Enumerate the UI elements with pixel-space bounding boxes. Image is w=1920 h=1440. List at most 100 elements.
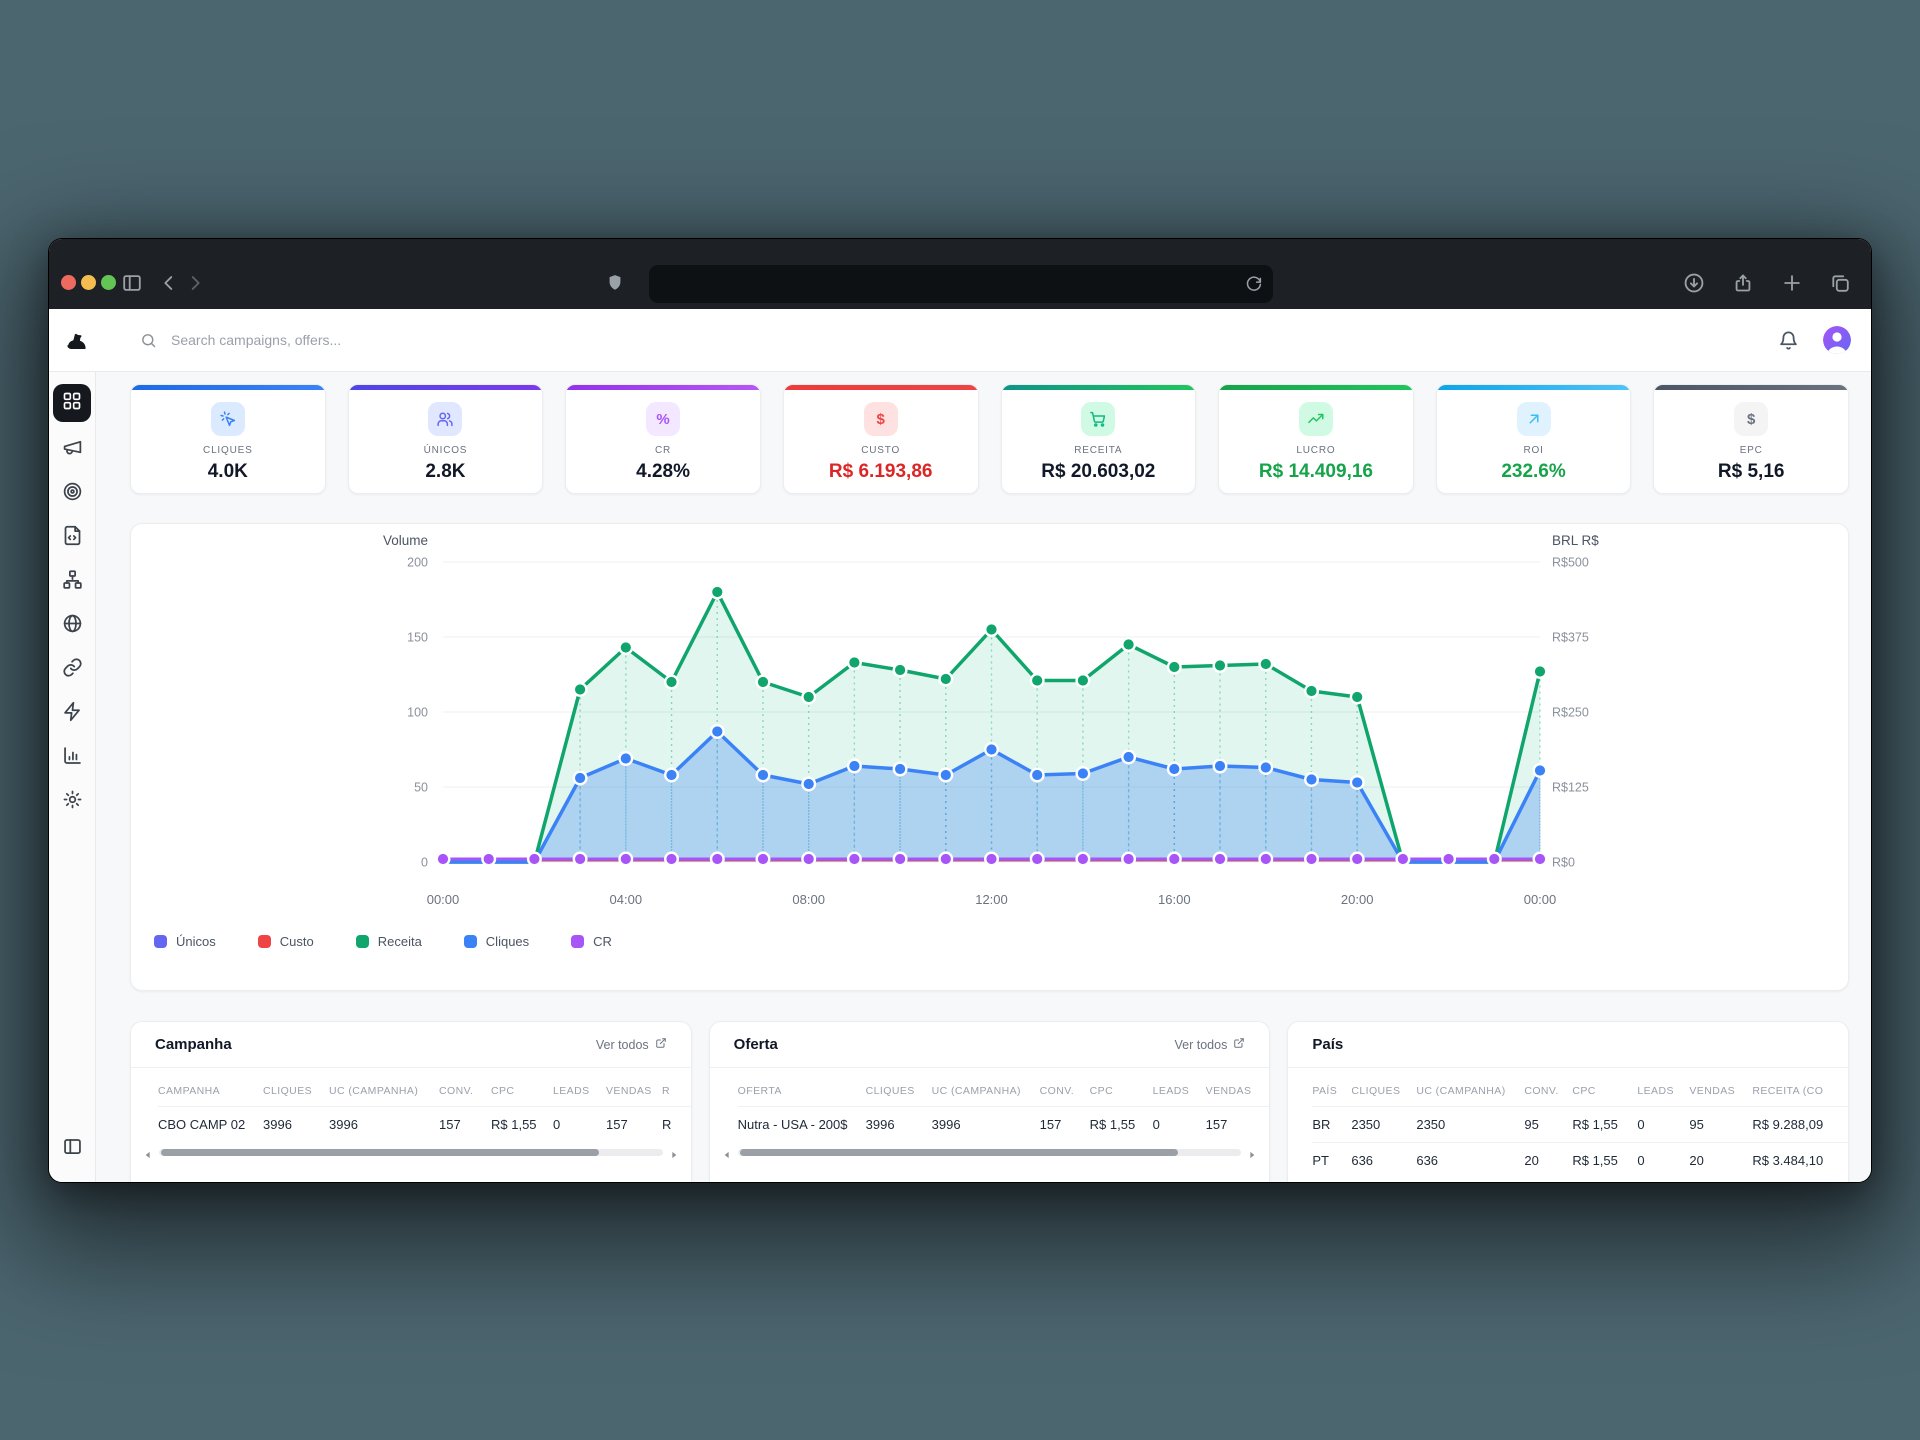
metric-card-cliques[interactable]: CLIQUES 4.0K <box>130 384 326 494</box>
metric-card-cr[interactable]: % CR 4.28% <box>565 384 761 494</box>
column-header[interactable]: LEADS <box>1152 1085 1190 1097</box>
link-icon <box>62 657 83 683</box>
column-header[interactable]: OFERTA <box>737 1085 782 1097</box>
global-search[interactable] <box>140 331 493 349</box>
scroll-right-icon[interactable] <box>1247 1147 1257 1159</box>
nav-integrations[interactable] <box>50 692 94 736</box>
column-header[interactable]: CPC <box>491 1085 515 1097</box>
column-header[interactable]: CONV. <box>439 1085 474 1097</box>
metric-card-receita[interactable]: RECEITA R$ 20.603,02 <box>1000 384 1197 494</box>
cart-icon <box>1081 402 1116 436</box>
scrollbar-thumb[interactable] <box>739 1148 1178 1156</box>
user-avatar[interactable] <box>1823 326 1851 354</box>
arrow-up-right-icon <box>1516 402 1551 436</box>
tab-overview-icon[interactable] <box>1829 272 1851 294</box>
table-cell: 95 <box>1689 1106 1753 1143</box>
column-header[interactable]: CONV. <box>1524 1085 1559 1097</box>
table-row[interactable]: BR 2350 2350 95 R$ 1,55 0 95 R$ 9.288,09 <box>1312 1106 1849 1143</box>
scroll-left-icon[interactable] <box>722 1147 732 1159</box>
legend-item-receita[interactable]: Receita <box>355 934 422 949</box>
chart-legend: Únicos Custo Receita Cliques CR <box>131 934 1848 949</box>
column-header[interactable]: CPC <box>1572 1085 1596 1097</box>
url-input[interactable] <box>649 265 1273 303</box>
nav-flows[interactable] <box>50 560 94 604</box>
column-header[interactable]: CLIQUES <box>865 1085 915 1097</box>
notifications-bell-icon[interactable] <box>1778 330 1799 351</box>
column-header[interactable]: RECEITA (CO <box>1752 1085 1824 1097</box>
share-icon[interactable] <box>1732 272 1754 294</box>
column-header[interactable]: LEADS <box>553 1085 590 1097</box>
nav-links[interactable] <box>50 648 94 692</box>
table-cell: BR <box>1312 1106 1352 1143</box>
nav-domains[interactable] <box>50 604 94 648</box>
nav-dashboard[interactable] <box>53 384 91 422</box>
column-header[interactable]: CAMPANHA <box>158 1085 221 1097</box>
column-header[interactable]: UC (CAMPANHA) <box>329 1085 419 1097</box>
column-header[interactable]: CONV. <box>1039 1085 1075 1097</box>
column-header[interactable]: VENDAS <box>606 1085 652 1097</box>
metric-value: R$ 5,16 <box>1717 461 1785 482</box>
sidebar-toggle-icon[interactable] <box>121 272 143 294</box>
ver-todos-link[interactable]: Ver todos <box>1175 1037 1246 1052</box>
card-accent-bar <box>1001 385 1196 390</box>
svg-text:BRL R$: BRL R$ <box>1552 533 1599 548</box>
nav-campaigns[interactable] <box>50 428 94 472</box>
legend-item-custo[interactable]: Custo <box>257 934 314 949</box>
target-icon <box>62 481 83 507</box>
collapse-sidebar[interactable] <box>50 1124 94 1168</box>
column-header[interactable]: VENDAS <box>1205 1085 1252 1097</box>
table-cell: 2350 <box>1351 1106 1417 1143</box>
minimize-button[interactable] <box>81 275 96 290</box>
new-tab-icon[interactable] <box>1781 272 1803 294</box>
nav-settings[interactable] <box>50 780 94 824</box>
table-row[interactable]: CBO CAMP 02 3996 3996 157 R$ 1,55 0 157 R <box>158 1106 691 1142</box>
table-cell: 3996 <box>865 1106 932 1142</box>
reload-icon[interactable] <box>1245 275 1263 293</box>
forward-button[interactable] <box>184 272 206 294</box>
column-header[interactable]: LEADS <box>1637 1085 1674 1097</box>
metric-card-lucro[interactable]: LUCRO R$ 14.409,16 <box>1218 384 1414 494</box>
table-row[interactable]: PT 636 636 20 R$ 1,55 0 20 R$ 3.484,10 <box>1312 1142 1849 1178</box>
back-button[interactable] <box>158 272 180 294</box>
table-row[interactable]: Nutra - USA - 200$ 3996 3996 157 R$ 1,55 0 157 <box>737 1106 1270 1142</box>
column-header[interactable]: UC (CAMPANHA) <box>931 1085 1021 1097</box>
legend-item-únicos[interactable]: Únicos <box>154 934 216 949</box>
table-title: Campanha <box>155 1036 232 1053</box>
legend-item-cr[interactable]: CR <box>571 934 612 949</box>
ver-todos-link[interactable]: Ver todos <box>596 1037 667 1052</box>
scrollbar-track[interactable] <box>159 1148 663 1156</box>
column-header[interactable]: UC (CAMPANHA) <box>1416 1085 1506 1097</box>
download-icon[interactable] <box>1683 272 1705 294</box>
zoom-button[interactable] <box>101 275 116 290</box>
close-button[interactable] <box>61 275 76 290</box>
svg-text:R$375: R$375 <box>1552 631 1589 645</box>
scrollbar-track[interactable] <box>737 1148 1242 1156</box>
scroll-right-icon[interactable] <box>669 1147 679 1159</box>
metric-card-custo[interactable]: $ CUSTO R$ 6.193,86 <box>782 384 979 494</box>
scrollbar-thumb[interactable] <box>161 1148 600 1156</box>
metric-card-roi[interactable]: ROI 232.6% <box>1435 384 1632 494</box>
column-header[interactable]: VENDAS <box>1689 1085 1736 1097</box>
legend-item-cliques[interactable]: Cliques <box>463 934 529 949</box>
metric-card-únicos[interactable]: ÚNICOS 2.8K <box>347 384 544 494</box>
browser-titlebar <box>49 239 1871 309</box>
url-bar[interactable] <box>649 265 1273 303</box>
legend-swatch <box>355 935 369 948</box>
svg-text:R$500: R$500 <box>1552 556 1589 570</box>
nav-offers[interactable] <box>50 472 94 516</box>
nav-reports[interactable] <box>50 736 94 780</box>
metric-card-epc[interactable]: $ EPC R$ 5,16 <box>1653 384 1849 494</box>
scroll-left-icon[interactable] <box>143 1147 153 1159</box>
nav-landing-pages[interactable] <box>50 516 94 560</box>
column-header[interactable]: CLIQUES <box>1351 1085 1401 1097</box>
app-logo-dog-icon[interactable] <box>66 327 90 353</box>
table-cell: 157 <box>1039 1106 1090 1142</box>
metric-label: CUSTO <box>861 445 901 456</box>
column-header[interactable]: CLIQUES <box>263 1085 313 1097</box>
shield-icon[interactable] <box>605 273 625 293</box>
column-header[interactable]: PAÍS <box>1312 1085 1338 1097</box>
column-header[interactable]: R <box>662 1085 671 1097</box>
search-input[interactable] <box>169 331 493 349</box>
column-header[interactable]: CPC <box>1089 1085 1114 1097</box>
